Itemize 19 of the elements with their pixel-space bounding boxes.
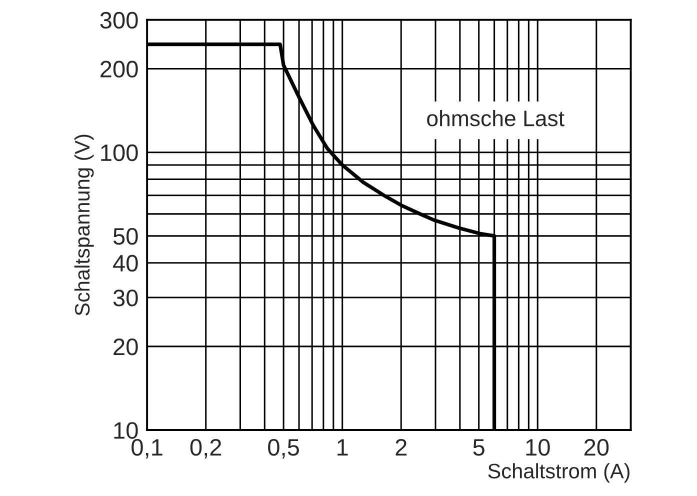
annotation: ohmsche Last [427, 110, 564, 126]
y-tick-label: 200 [100, 60, 138, 78]
y-axis-title: Schaltspannung (V) [74, 134, 94, 316]
y-tick-label: 40 [113, 254, 138, 272]
y-tick-label: 10 [114, 422, 138, 439]
y-tick-label: 50 [113, 228, 138, 245]
x-tick-label: 20 [584, 438, 609, 456]
x-tick-label: 5 [473, 439, 484, 456]
x-tick-label: 2 [396, 438, 407, 456]
x-tick-label: 0,2 [190, 438, 222, 458]
y-tick-label: 300 [100, 12, 138, 29]
x-tick-label: 0,1 [132, 438, 162, 458]
y-tick-label: 20 [114, 338, 138, 356]
x-tick-label: 1 [338, 439, 348, 456]
x-axis-title: Schaltstrom (A) [488, 463, 630, 483]
x-tick-label: 10 [526, 438, 550, 456]
x-tick-label: 0,5 [268, 438, 299, 458]
y-tick-label: 30 [113, 290, 138, 306]
y-tick-label: 100 [101, 144, 138, 162]
